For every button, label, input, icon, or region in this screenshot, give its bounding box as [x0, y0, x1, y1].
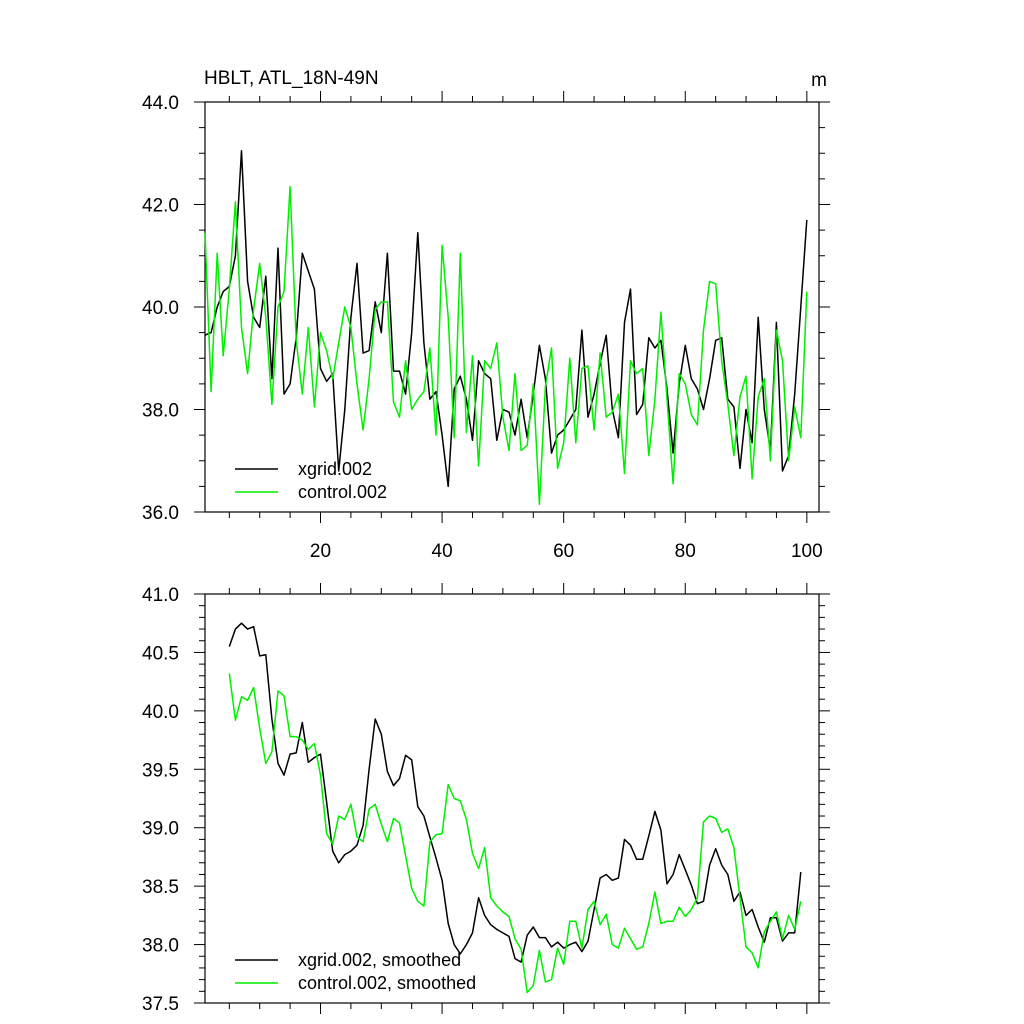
- y-tick-label: 38.5: [142, 877, 179, 898]
- series-line-xgrid: [204, 149, 808, 488]
- y-tick-label: 38.0: [142, 936, 179, 957]
- legend-label: control.002, smoothed: [298, 973, 476, 993]
- y-tick-label: 40.5: [142, 643, 179, 664]
- legend-label: control.002: [298, 482, 387, 502]
- chart-title: HBLT, ATL_18N-49N: [204, 68, 379, 89]
- y-tick-label: 40.0: [142, 702, 179, 723]
- series-line-control: [228, 673, 802, 994]
- bottom-panel: 37.5 38.0 38.5 39.0 39.5 40.0 40.5 41.0 xgrid.00…: [142, 583, 830, 1015]
- series-line-xgrid: [228, 622, 802, 963]
- legend-label: xgrid.002: [298, 459, 372, 479]
- y-tick-label: 37.5: [142, 994, 179, 1015]
- x-tick-label: 60: [553, 541, 574, 562]
- x-tick-label: 20: [310, 541, 331, 562]
- y-tick-label: 41.0: [142, 585, 179, 606]
- plot-frame: [204, 593, 820, 1004]
- x-tick-label: 80: [675, 541, 696, 562]
- series-line-control: [204, 185, 808, 506]
- y-tick-label: 39.0: [142, 819, 179, 840]
- legend-label: xgrid.002, smoothed: [298, 950, 461, 970]
- y-tick-label: 44.0: [142, 93, 179, 114]
- top-panel: HBLT, ATL_18N-49N m 20 40 60 80 100 36.0 38.0 4…: [142, 68, 830, 562]
- y-tick-label: 40.0: [142, 298, 179, 319]
- y-tick-label: 42.0: [142, 196, 179, 217]
- plot-frame: [204, 101, 820, 513]
- y-tick-label: 39.5: [142, 760, 179, 781]
- x-tick-label: 40: [432, 541, 453, 562]
- y-tick-label: 36.0: [142, 503, 179, 524]
- x-tick-label: 100: [791, 541, 823, 562]
- units-label: m: [811, 70, 827, 91]
- y-tick-label: 38.0: [142, 401, 179, 422]
